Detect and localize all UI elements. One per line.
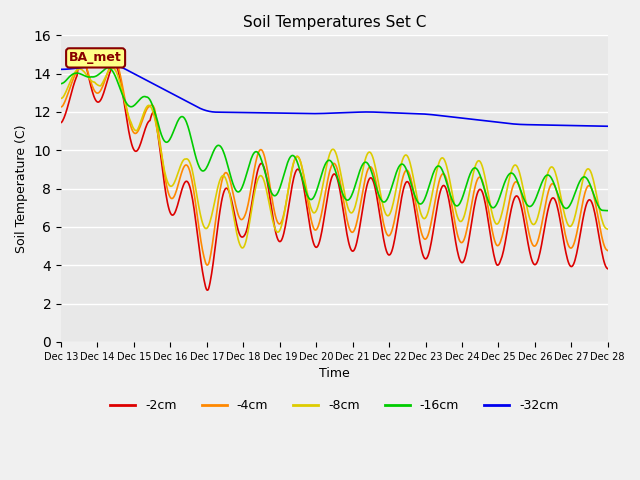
-8cm xyxy=(124,111,132,117)
-32cm xyxy=(57,67,65,72)
-2cm xyxy=(67,92,75,97)
Text: BA_met: BA_met xyxy=(69,51,122,64)
-4cm xyxy=(67,83,75,88)
-16cm xyxy=(418,201,426,206)
-8cm xyxy=(57,96,65,101)
-8cm xyxy=(419,214,426,220)
-8cm xyxy=(209,210,216,216)
Line: -4cm: -4cm xyxy=(61,54,608,265)
-8cm xyxy=(403,152,410,158)
-8cm xyxy=(67,77,75,83)
Line: -16cm: -16cm xyxy=(61,68,608,211)
-2cm xyxy=(180,182,188,188)
-2cm xyxy=(77,48,84,53)
-2cm xyxy=(204,287,212,293)
-32cm xyxy=(604,123,612,129)
-2cm xyxy=(124,124,132,130)
-4cm xyxy=(203,262,211,268)
-32cm xyxy=(124,68,132,73)
-4cm xyxy=(403,168,410,173)
Line: -2cm: -2cm xyxy=(61,50,608,290)
-2cm xyxy=(209,261,217,266)
-32cm xyxy=(67,66,75,72)
-2cm xyxy=(604,266,612,272)
Legend: -2cm, -4cm, -8cm, -16cm, -32cm: -2cm, -4cm, -8cm, -16cm, -32cm xyxy=(105,394,564,417)
X-axis label: Time: Time xyxy=(319,367,350,380)
-8cm xyxy=(239,245,246,251)
-16cm xyxy=(67,72,75,78)
-8cm xyxy=(604,226,612,232)
-4cm xyxy=(419,232,426,238)
-4cm xyxy=(604,248,612,253)
-32cm xyxy=(180,97,188,103)
Y-axis label: Soil Temperature (C): Soil Temperature (C) xyxy=(15,124,28,253)
-32cm xyxy=(418,111,426,117)
-16cm xyxy=(402,165,410,170)
-8cm xyxy=(109,65,116,71)
-16cm xyxy=(104,65,112,71)
-16cm xyxy=(604,208,612,214)
-16cm xyxy=(209,151,216,157)
-4cm xyxy=(209,236,217,242)
-2cm xyxy=(57,120,65,125)
-4cm xyxy=(57,104,65,110)
Title: Soil Temperatures Set C: Soil Temperatures Set C xyxy=(243,15,426,30)
-32cm xyxy=(106,62,113,68)
-16cm xyxy=(180,114,188,120)
-16cm xyxy=(124,102,132,108)
Line: -8cm: -8cm xyxy=(61,68,608,248)
-2cm xyxy=(419,250,426,255)
Line: -32cm: -32cm xyxy=(61,65,608,126)
-32cm xyxy=(209,109,216,115)
-32cm xyxy=(402,110,410,116)
-16cm xyxy=(57,81,65,86)
-2cm xyxy=(403,179,410,185)
-4cm xyxy=(77,51,85,57)
-4cm xyxy=(180,165,188,171)
-8cm xyxy=(180,157,188,163)
-4cm xyxy=(124,112,132,118)
